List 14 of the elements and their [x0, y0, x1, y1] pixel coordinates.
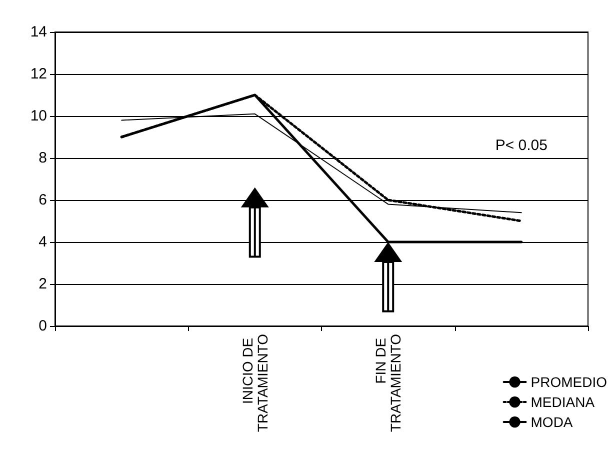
x-tick-label: FIN DE TRATAMIENTO [372, 334, 404, 432]
y-tick-label: 8 [38, 150, 47, 166]
y-tick-label: 14 [30, 24, 47, 40]
y-tick-label: 10 [30, 108, 47, 124]
legend-label: PROMEDIO [530, 374, 608, 390]
y-tick-label: 6 [38, 192, 47, 208]
legend-label: MODA [530, 414, 574, 430]
y-tick-label: 12 [30, 66, 47, 82]
y-tick-label: 4 [38, 234, 47, 250]
legend-label: MEDIANA [530, 394, 596, 410]
y-tick-label: 2 [38, 276, 47, 292]
y-tick-label: 0 [38, 318, 47, 334]
x-tick-label: INICIO DE TRATAMIENTO [239, 334, 270, 432]
annotation: P< 0.05 [495, 136, 548, 154]
